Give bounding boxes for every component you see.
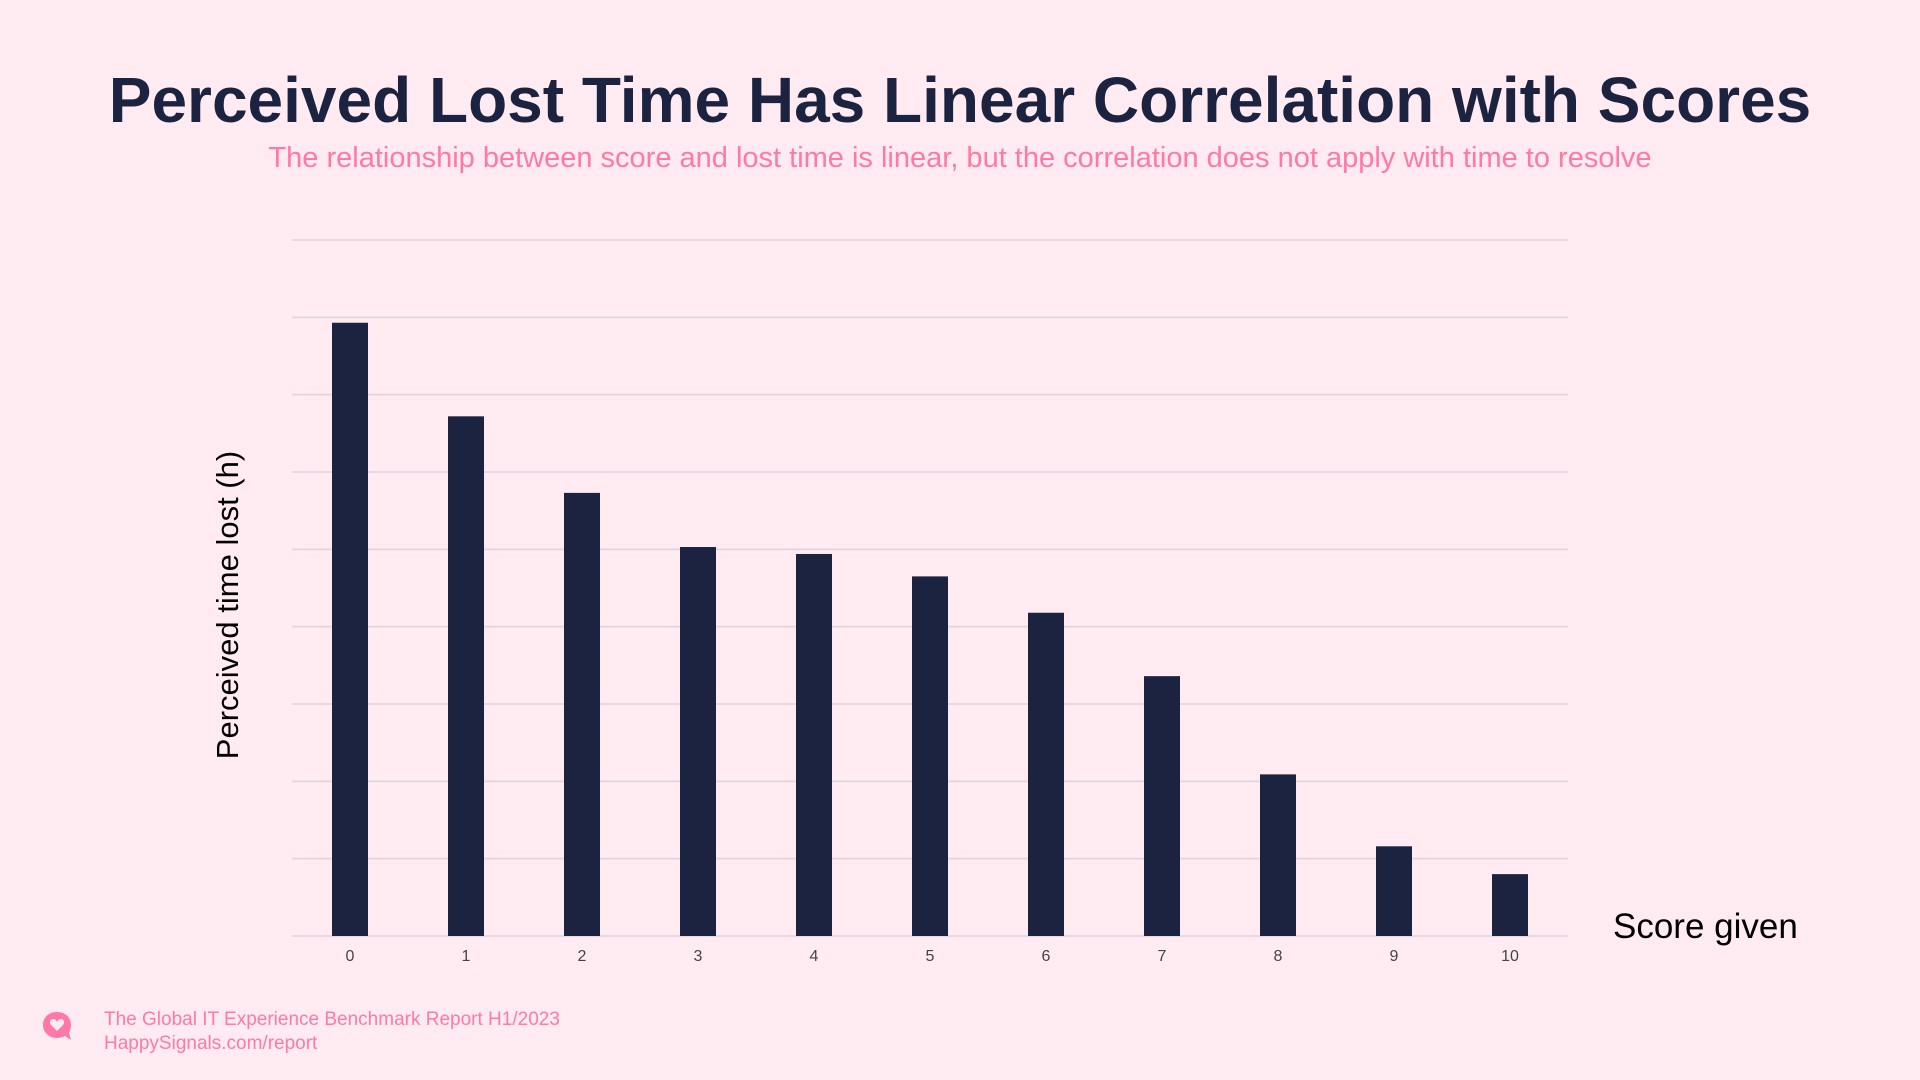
chart-subtitle: The relationship between score and lost … bbox=[268, 142, 1652, 174]
x-tick-label: 6 bbox=[1042, 948, 1051, 965]
heart-speech-bubble-icon bbox=[43, 1012, 71, 1040]
bar-score-4 bbox=[796, 553, 832, 936]
bar-score-3 bbox=[680, 547, 716, 936]
bar-score-7 bbox=[1144, 676, 1180, 936]
bar-score-10 bbox=[1492, 874, 1528, 936]
x-tick-label: 1 bbox=[462, 948, 471, 965]
footer-url[interactable]: HappySignals.com/report bbox=[104, 1033, 318, 1054]
bar-score-8 bbox=[1260, 774, 1296, 936]
x-tick-labels: 0 1 2 3 4 5 6 7 8 9 10 bbox=[346, 948, 1519, 965]
bar-score-9 bbox=[1376, 846, 1412, 936]
x-tick-label: 7 bbox=[1158, 948, 1167, 965]
y-axis-label: Perceived time lost (h) bbox=[210, 451, 245, 759]
bar-score-6 bbox=[1028, 612, 1064, 936]
x-tick-label: 5 bbox=[926, 948, 935, 965]
chart-title: Perceived Lost Time Has Linear Correlati… bbox=[108, 64, 1812, 136]
x-tick-label: 4 bbox=[810, 948, 819, 965]
bar-score-0 bbox=[332, 322, 368, 936]
x-axis-label: Score given bbox=[1613, 907, 1798, 946]
bar-score-1 bbox=[448, 416, 484, 936]
x-tick-label: 10 bbox=[1501, 948, 1519, 965]
x-tick-label: 9 bbox=[1390, 948, 1399, 965]
x-tick-label: 0 bbox=[346, 948, 355, 965]
footer-report-name: The Global IT Experience Benchmark Repor… bbox=[104, 1009, 560, 1030]
x-tick-label: 3 bbox=[694, 948, 703, 965]
x-tick-label: 2 bbox=[578, 948, 587, 965]
bar-score-2 bbox=[564, 492, 600, 936]
bars bbox=[332, 322, 1528, 936]
bar-score-5 bbox=[912, 576, 948, 936]
x-tick-label: 8 bbox=[1274, 948, 1283, 965]
footer: The Global IT Experience Benchmark Repor… bbox=[104, 1008, 560, 1056]
